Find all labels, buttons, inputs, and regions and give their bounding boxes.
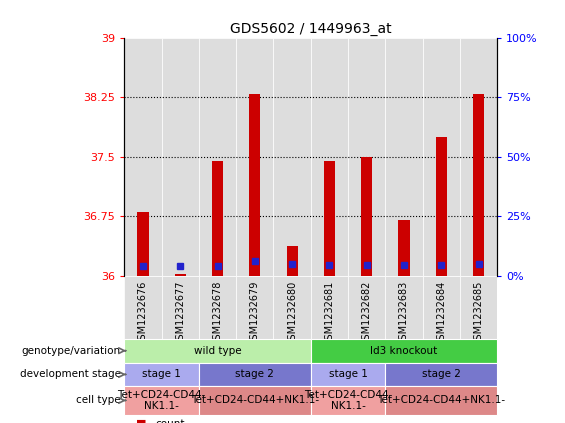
Bar <box>311 339 497 363</box>
Bar <box>423 38 460 276</box>
Bar <box>311 386 385 415</box>
Bar <box>348 38 385 276</box>
Bar <box>124 339 311 363</box>
Text: Tet+CD24-CD44-
NK1.1-: Tet+CD24-CD44- NK1.1- <box>118 390 206 411</box>
Text: GSM1232679: GSM1232679 <box>250 281 260 346</box>
Bar <box>473 93 484 276</box>
Text: GSM1232680: GSM1232680 <box>287 281 297 346</box>
Bar <box>460 276 497 339</box>
Bar <box>124 363 199 386</box>
Text: GSM1232678: GSM1232678 <box>212 281 223 346</box>
Bar <box>212 161 223 276</box>
Text: stage 1: stage 1 <box>142 369 181 379</box>
Bar <box>124 38 162 276</box>
Text: stage 2: stage 2 <box>236 369 274 379</box>
Text: Id3 knockout: Id3 knockout <box>370 346 438 356</box>
Bar <box>385 38 423 276</box>
Bar <box>137 212 149 276</box>
Text: development stage: development stage <box>20 369 120 379</box>
Bar <box>273 276 311 339</box>
Bar <box>249 93 260 276</box>
Text: GSM1232676: GSM1232676 <box>138 281 148 346</box>
Text: stage 2: stage 2 <box>422 369 460 379</box>
Bar <box>199 38 236 276</box>
Text: GSM1232682: GSM1232682 <box>362 281 372 346</box>
Title: GDS5602 / 1449963_at: GDS5602 / 1449963_at <box>230 22 392 36</box>
Bar <box>423 276 460 339</box>
Bar <box>436 137 447 276</box>
Bar <box>175 274 186 276</box>
Text: stage 1: stage 1 <box>329 369 367 379</box>
Bar <box>324 161 335 276</box>
Bar <box>199 363 311 386</box>
Text: Tet+CD24-CD44+NK1.1-: Tet+CD24-CD44+NK1.1- <box>377 396 505 405</box>
Bar <box>162 276 199 339</box>
Bar <box>311 363 385 386</box>
Bar <box>124 276 162 339</box>
Bar <box>236 276 273 339</box>
Bar <box>348 276 385 339</box>
Text: wild type: wild type <box>194 346 241 356</box>
Bar <box>385 386 497 415</box>
Text: Tet+CD24-CD44+NK1.1-: Tet+CD24-CD44+NK1.1- <box>191 396 319 405</box>
Text: cell type: cell type <box>76 396 120 405</box>
Bar <box>199 386 311 415</box>
Text: GSM1232681: GSM1232681 <box>324 281 334 346</box>
Bar <box>361 157 372 276</box>
Text: GSM1232684: GSM1232684 <box>436 281 446 346</box>
Text: ■: ■ <box>136 419 146 423</box>
Text: GSM1232683: GSM1232683 <box>399 281 409 346</box>
Bar <box>162 38 199 276</box>
Bar <box>236 38 273 276</box>
Bar <box>385 363 497 386</box>
Bar <box>286 246 298 276</box>
Text: genotype/variation: genotype/variation <box>21 346 120 356</box>
Bar <box>311 276 348 339</box>
Text: Tet+CD24-CD44-
NK1.1-: Tet+CD24-CD44- NK1.1- <box>304 390 392 411</box>
Bar <box>273 38 311 276</box>
Bar <box>398 220 410 276</box>
Text: count: count <box>155 419 185 423</box>
Bar <box>199 276 236 339</box>
Bar <box>385 276 423 339</box>
Text: GSM1232685: GSM1232685 <box>473 281 484 346</box>
Text: GSM1232677: GSM1232677 <box>175 281 185 346</box>
Bar <box>311 38 348 276</box>
Bar <box>460 38 497 276</box>
Bar <box>124 386 199 415</box>
